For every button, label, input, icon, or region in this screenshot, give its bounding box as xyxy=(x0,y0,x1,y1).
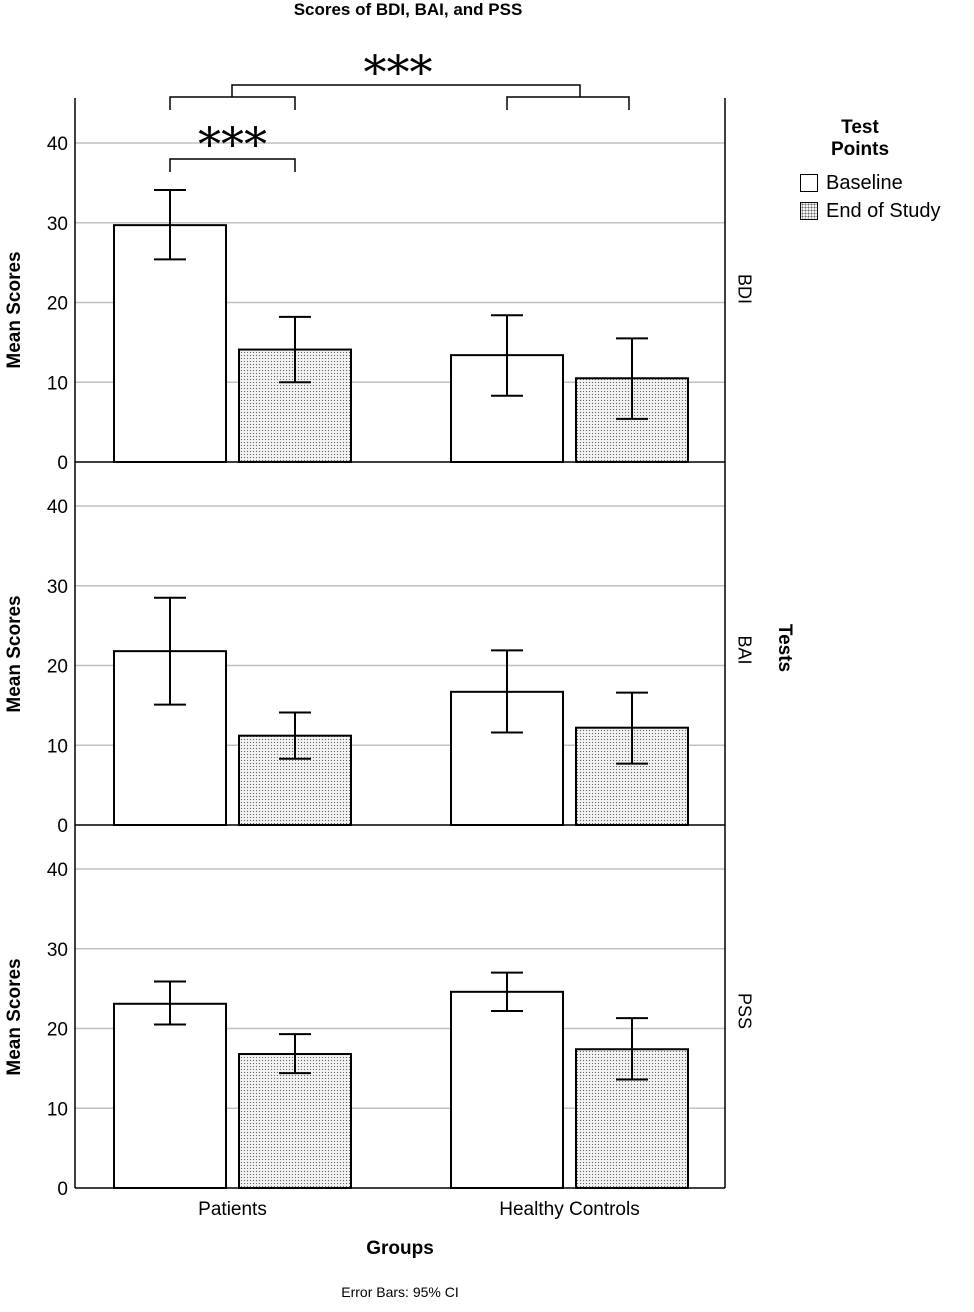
x-axis-label: Groups xyxy=(366,1238,434,1259)
error-bar-footnote: Error Bars: 95% CI xyxy=(341,1284,459,1300)
chart-title: Scores of BDI, BAI, and PSS xyxy=(293,0,523,19)
legend-label-baseline: Baseline xyxy=(826,171,903,194)
legend-swatch-baseline xyxy=(800,174,818,192)
bar-pss-patients-baseline xyxy=(113,1002,227,1190)
facet-axis-title: Tests xyxy=(774,623,795,673)
y-tick-label-bai-0: 0 xyxy=(57,816,68,837)
legend-title-line-2: Points xyxy=(830,139,890,160)
y-tick-label-bdi-0: 0 xyxy=(57,453,68,474)
legend-label-end-of-study: End of Study xyxy=(826,199,941,222)
y-tick-label-bai-20: 20 xyxy=(47,657,68,678)
bar-bdi-patients-baseline xyxy=(113,224,227,463)
y-tick-label-pss-20: 20 xyxy=(47,1020,68,1041)
y-tick-label-pss-40: 40 xyxy=(47,860,68,881)
sig-stars-within-patients: *** xyxy=(198,117,267,171)
y-axis-label-pss: Mean Scores xyxy=(4,957,25,1076)
sig-stars-between-groups: *** xyxy=(364,45,433,99)
sig-bracket-between-groups xyxy=(231,84,581,97)
x-tick-label-patients: Patients xyxy=(198,1199,267,1220)
sig-bracket-controls-group xyxy=(506,96,630,110)
y-tick-label-bai-30: 30 xyxy=(47,577,68,598)
facet-label-bdi: BDI xyxy=(734,273,755,305)
y-tick-label-bdi-10: 10 xyxy=(47,373,68,394)
y-tick-label-bai-10: 10 xyxy=(47,736,68,757)
facet-label-bai: BAI xyxy=(734,635,755,665)
legend-title-line-1: Test xyxy=(841,117,879,138)
facet-label-pss: PSS xyxy=(734,992,755,1030)
bar-pss-healthy-controls-baseline xyxy=(450,990,564,1189)
sig-bracket-patients-group xyxy=(169,96,296,110)
y-tick-label-bai-40: 40 xyxy=(47,497,68,518)
y-tick-label-pss-10: 10 xyxy=(47,1099,68,1120)
legend-item-baseline: Baseline xyxy=(800,171,903,195)
legend-item-end-of-study: End of Study xyxy=(800,199,941,223)
bar-pss-patients-end-of-study xyxy=(238,1053,352,1190)
y-axis-label-bdi: Mean Scores xyxy=(4,251,25,369)
y-tick-label-bdi-30: 30 xyxy=(47,214,68,235)
x-tick-label-healthy-controls: Healthy Controls xyxy=(499,1199,639,1220)
y-axis-label-bai: Mean Scores xyxy=(4,594,25,713)
sig-bracket-within-patients xyxy=(169,158,296,172)
y-tick-label-bdi-20: 20 xyxy=(47,294,68,315)
legend-swatch-end-of-study xyxy=(800,202,818,220)
legend-title: Test Points xyxy=(790,117,930,161)
y-tick-label-pss-0: 0 xyxy=(57,1179,68,1200)
y-tick-label-pss-30: 30 xyxy=(47,940,68,961)
y-tick-label-bdi-40: 40 xyxy=(47,134,68,155)
